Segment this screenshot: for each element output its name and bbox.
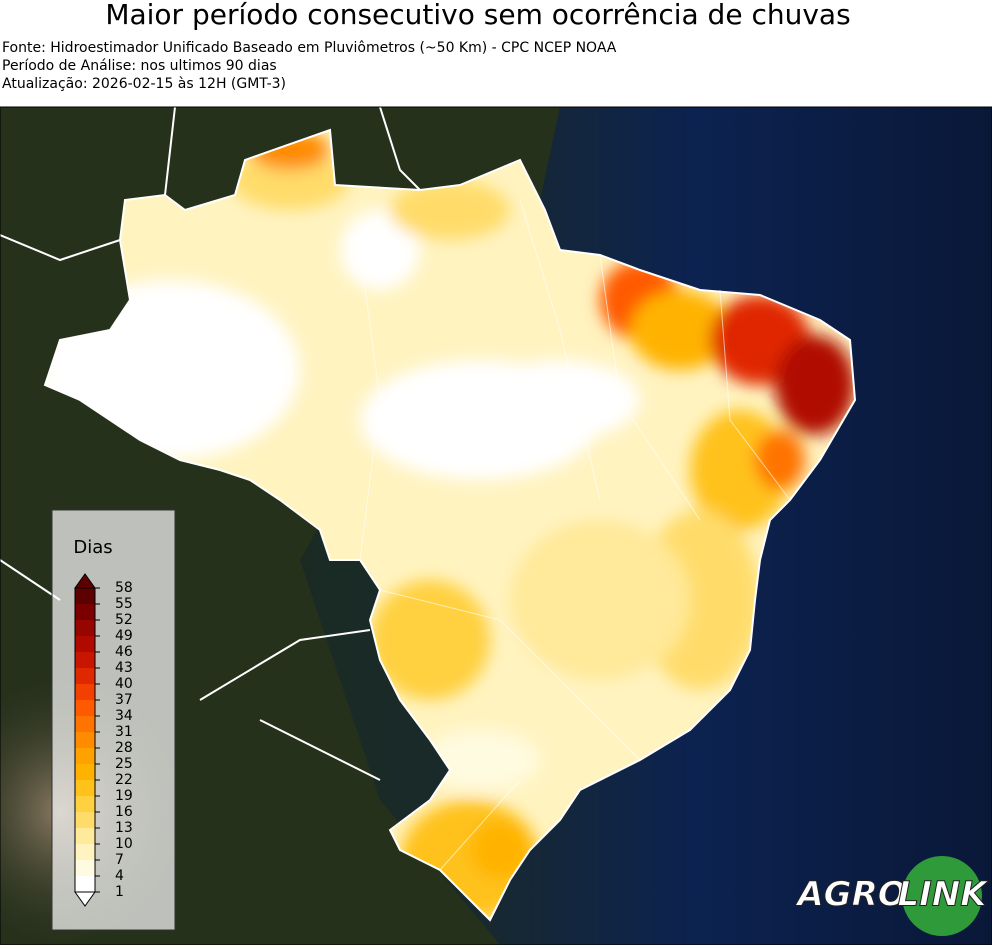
colorbar-segment bbox=[75, 780, 95, 796]
colorbar-segment bbox=[75, 684, 95, 700]
colorbar: Dias 14710131619222528313437404346495255… bbox=[51, 509, 176, 931]
colorbar-title: Dias bbox=[73, 537, 112, 558]
colorbar-segment bbox=[75, 620, 95, 636]
colorbar-tick-label: 31 bbox=[115, 724, 133, 740]
colorbar-tick-label: 28 bbox=[115, 740, 133, 756]
colorbar-segment bbox=[75, 604, 95, 620]
logo-text: LINK bbox=[897, 875, 989, 915]
colorbar-tick-label: 19 bbox=[115, 788, 133, 804]
colorbar-tick-label: 1 bbox=[115, 884, 124, 900]
colorbar-tick-label: 34 bbox=[115, 708, 133, 724]
colorbar-segment bbox=[75, 764, 95, 780]
colorbar-tick-label: 10 bbox=[115, 836, 133, 852]
colorbar-segment bbox=[75, 716, 95, 732]
info-line: Período de Análise: nos ultimos 90 dias bbox=[2, 58, 277, 74]
title: Maior período consecutivo sem ocorrência… bbox=[105, 0, 850, 31]
colorbar-segment bbox=[75, 636, 95, 652]
colorbar-tick-label: 49 bbox=[115, 628, 133, 644]
colorbar-tick-label: 52 bbox=[115, 612, 133, 628]
colorbar-tick-label: 13 bbox=[115, 820, 133, 836]
colorbar-tick-label: 7 bbox=[115, 852, 124, 868]
logo-text: AGRO bbox=[794, 875, 906, 915]
state-borders bbox=[359, 199, 791, 871]
colorbar-segment bbox=[75, 876, 95, 892]
colorbar-segment bbox=[75, 732, 95, 748]
colorbar-tick-label: 25 bbox=[115, 756, 133, 772]
colorbar-tick-label: 58 bbox=[115, 580, 133, 596]
colorbar-segment bbox=[75, 588, 95, 604]
colorbar-segment bbox=[75, 860, 95, 876]
colorbar-tick-label: 16 bbox=[115, 804, 133, 820]
colorbar-segment bbox=[75, 700, 95, 716]
colorbar-segment bbox=[75, 796, 95, 812]
colorbar-tick-label: 55 bbox=[115, 596, 133, 612]
colorbar-box bbox=[51, 509, 176, 931]
colorbar-tick-label: 43 bbox=[115, 660, 133, 676]
info-line: Atualização: 2026-02-15 às 12H (GMT-3) bbox=[2, 76, 286, 92]
borders bbox=[0, 106, 421, 781]
colorbar-segment bbox=[75, 748, 95, 764]
colorbar-segment bbox=[75, 828, 95, 844]
colorbar-tick-label: 37 bbox=[115, 692, 133, 708]
colorbar-tick-label: 4 bbox=[115, 868, 124, 884]
colorbar-segment bbox=[75, 668, 95, 684]
colorbar-segment bbox=[75, 812, 95, 828]
colorbar-segment bbox=[75, 844, 95, 860]
colorbar-segment bbox=[75, 652, 95, 668]
colorbar-tick-label: 46 bbox=[115, 644, 133, 660]
colorbar-outline bbox=[74, 587, 96, 893]
colorbar-tick-label: 40 bbox=[115, 676, 133, 692]
colorbar-tick-label: 22 bbox=[115, 772, 133, 788]
logo-circle bbox=[902, 856, 982, 936]
info-line: Fonte: Hidroestimador Unificado Baseado … bbox=[2, 40, 617, 56]
